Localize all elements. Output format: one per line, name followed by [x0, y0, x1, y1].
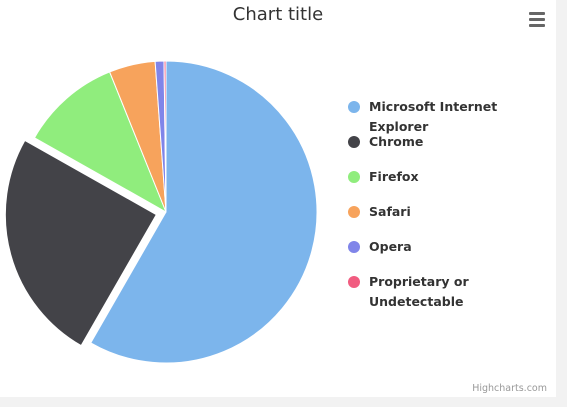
pie-slice-proprietary-or-undetectable[interactable] [163, 60, 167, 213]
legend-label: Opera [369, 239, 412, 254]
legend: Microsoft Internet Explorer Chrome Firefox… [348, 97, 556, 309]
page-bottom-gutter [0, 397, 567, 407]
legend-item-opera[interactable]: Opera [348, 237, 556, 272]
pie-slice-microsoft-internet-explorer[interactable] [90, 60, 318, 364]
legend-symbol [348, 241, 360, 253]
credits-link[interactable]: Highcharts.com [472, 383, 547, 394]
pie-chart [4, 60, 318, 364]
legend-label: Microsoft Internet Explorer [369, 99, 498, 134]
legend-item-microsoft-internet-explorer[interactable]: Microsoft Internet Explorer [348, 97, 556, 134]
legend-item-chrome[interactable]: Chrome [348, 132, 556, 167]
legend-item-safari[interactable]: Safari [348, 202, 556, 237]
legend-item-proprietary-or-undetectable[interactable]: Proprietary or Undetectable [348, 272, 556, 309]
chart-container: Chart title Microsoft Internet Explorer C… [4, 4, 556, 394]
pie-slice-chrome[interactable] [4, 139, 157, 347]
legend-symbol [348, 276, 360, 288]
legend-label: Chrome [369, 134, 424, 149]
legend-label: Firefox [369, 169, 419, 184]
legend-symbol [348, 101, 360, 113]
chart-title: Chart title [232, 4, 324, 25]
legend-item-firefox[interactable]: Firefox [348, 167, 556, 202]
hamburger-menu-icon[interactable] [526, 8, 548, 30]
pie-slice-firefox[interactable] [33, 71, 167, 213]
legend-symbol [348, 136, 360, 148]
legend-label: Safari [369, 204, 411, 219]
legend-label: Proprietary or Undetectable [369, 274, 469, 309]
legend-symbol [348, 206, 360, 218]
page-scrollbar-gutter [556, 0, 567, 407]
legend-symbol [348, 171, 360, 183]
